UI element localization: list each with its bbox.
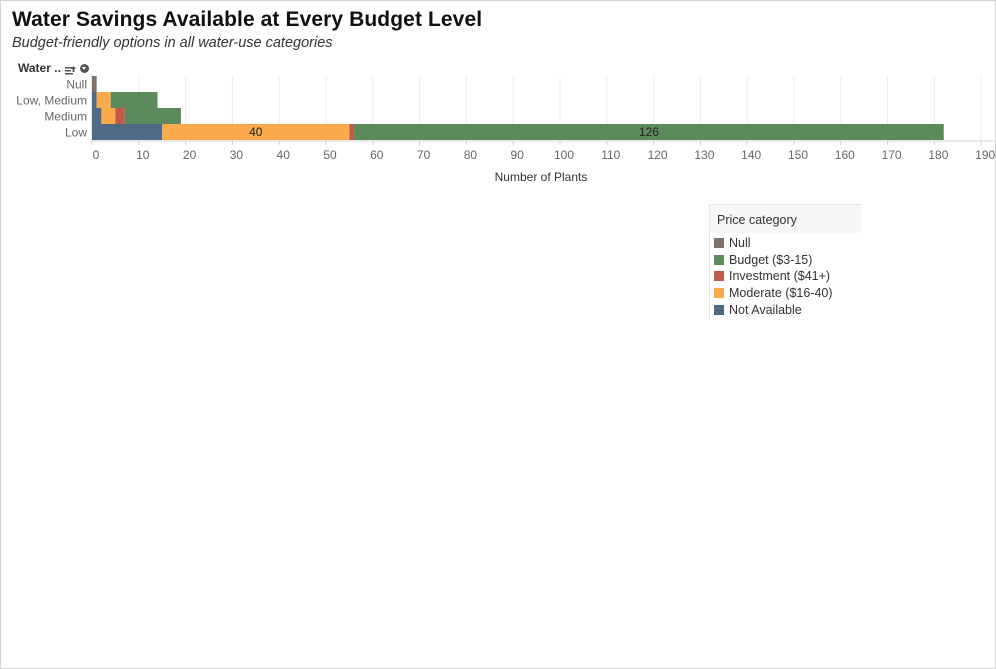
chart-subtitle: Budget-friendly options in all water-use… [12, 35, 333, 51]
x-tick-label: 10 [136, 148, 150, 162]
x-tick-label: 80 [464, 148, 478, 162]
bar-segment[interactable] [110, 92, 158, 108]
bar-segment[interactable] [92, 124, 163, 140]
bar-segment[interactable] [92, 108, 102, 124]
x-tick-label: 120 [648, 148, 668, 162]
legend-item-label: Null [729, 236, 751, 251]
bar-segment[interactable] [162, 124, 350, 140]
legend-swatch [714, 254, 724, 265]
y-category-label: Low [65, 126, 87, 140]
data-labels: 40 126 [249, 125, 659, 139]
x-tick-label: 50 [323, 148, 337, 162]
x-tick-label: 190 [975, 148, 995, 162]
x-axis-tick-labels: 0 10 20 30 40 50 60 70 80 90 100 110 120 130 140 150 160… [91, 141, 996, 162]
x-tick-label: 20 [183, 148, 197, 162]
x-tick-label: 30 [230, 148, 244, 162]
legend-swatch [714, 238, 724, 249]
x-axis-title: Number of Plants [495, 170, 588, 184]
field-menu-icon[interactable] [79, 63, 89, 73]
bar-segment[interactable] [101, 108, 116, 124]
y-category-label: Medium [44, 110, 87, 124]
legend-item-label: Investment ($41+) [729, 269, 831, 284]
x-tick-label: 70 [417, 148, 431, 162]
legend-item[interactable]: Moderate ($16-40) [714, 285, 861, 302]
bar-segment[interactable] [92, 92, 97, 108]
y-category-label: Null [66, 78, 87, 92]
row-field-label: Water .. [18, 61, 61, 75]
y-axis-labels: Null Low, Medium Medium Low [16, 78, 87, 140]
bar-segment[interactable] [124, 108, 181, 124]
bar-data-label: 126 [639, 125, 659, 139]
x-tick-label: 110 [601, 148, 620, 162]
bar-segment[interactable] [115, 108, 125, 124]
x-tick-label: 170 [882, 148, 902, 162]
legend-swatch [714, 304, 724, 315]
x-tick-label: 160 [835, 148, 855, 162]
x-tick-label: 40 [277, 148, 291, 162]
legend-item-label: Moderate ($16-40) [729, 286, 833, 301]
legend-item[interactable]: Not Available [714, 301, 861, 318]
sort-icon[interactable] [64, 64, 76, 74]
legend-item-label: Budget ($3-15) [729, 252, 813, 267]
legend-item[interactable]: Budget ($3-15) [714, 252, 861, 269]
x-tick-label: 0 [93, 148, 100, 162]
legend-title: Price category [709, 204, 861, 233]
x-tick-label: 180 [928, 148, 948, 162]
x-tick-label: 60 [370, 148, 384, 162]
legend-item-label: Not Available [729, 302, 802, 317]
bar-data-label: 40 [249, 125, 263, 139]
bar-segment[interactable] [354, 124, 944, 140]
legend-swatch [714, 288, 724, 299]
chart-title: Water Savings Available at Every Budget … [12, 8, 483, 31]
legend[interactable]: Price category Null Budget ($3-15) Investm… [709, 204, 861, 320]
legend-item[interactable]: Null [714, 235, 861, 252]
bar-segment[interactable] [96, 92, 111, 108]
x-tick-label: 140 [741, 148, 761, 162]
y-category-label: Low, Medium [16, 94, 87, 108]
bars [92, 76, 944, 140]
legend-item[interactable]: Investment ($41+) [714, 268, 861, 285]
row-field-header[interactable]: Water .. [18, 61, 89, 75]
legend-items: Null Budget ($3-15) Investment ($41+) Moder… [709, 233, 861, 320]
x-tick-label: 130 [694, 148, 714, 162]
legend-swatch [714, 271, 724, 282]
bar-segment[interactable] [349, 124, 355, 140]
x-tick-label: 150 [788, 148, 808, 162]
bar-segment[interactable] [92, 76, 97, 92]
x-tick-label: 100 [554, 148, 574, 162]
x-tick-label: 90 [511, 148, 525, 162]
